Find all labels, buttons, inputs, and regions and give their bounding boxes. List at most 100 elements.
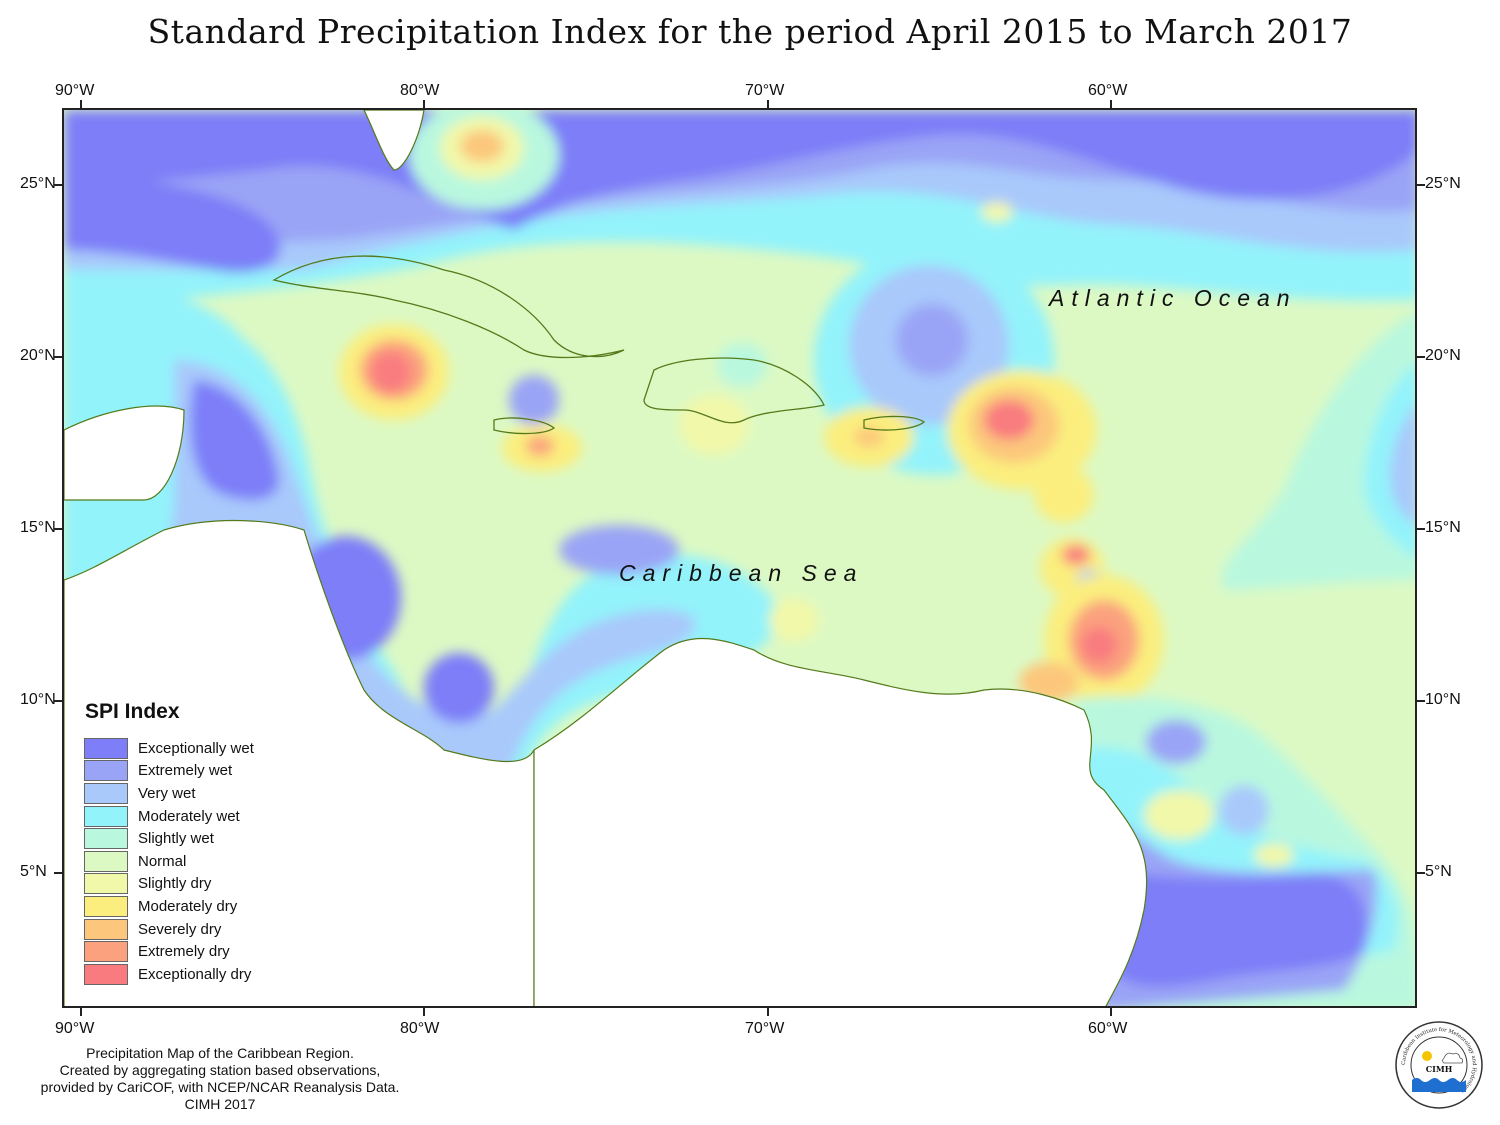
legend-item: Severely dry	[84, 918, 254, 941]
water-waves-icon	[1412, 1078, 1466, 1092]
legend-swatch	[84, 828, 128, 850]
lon-label-bottom: 70°W	[745, 1020, 785, 1037]
legend-label: Slightly dry	[138, 875, 212, 893]
spi-region	[1219, 785, 1269, 835]
lon-label-top: 70°W	[745, 82, 785, 99]
legend-title: SPI Index	[85, 700, 180, 723]
atlantic-ocean-label: Atlantic Ocean	[1049, 285, 1297, 311]
spi-region	[1390, 405, 1415, 525]
spi-region	[1019, 662, 1079, 702]
legend-swatch	[84, 782, 128, 804]
spi-region	[854, 427, 884, 447]
legend-label: Slightly wet	[138, 830, 214, 848]
spi-region	[559, 525, 679, 575]
lat-label-left: 25°N	[20, 175, 56, 192]
spi-region	[769, 598, 819, 642]
legend-swatch	[84, 941, 128, 963]
tick-mark	[423, 100, 425, 108]
tick-mark	[767, 100, 769, 108]
spi-region	[460, 130, 504, 162]
tick-mark	[1417, 184, 1425, 186]
tick-mark	[54, 700, 62, 702]
lon-label-top: 60°W	[1088, 82, 1128, 99]
tick-mark	[80, 1008, 82, 1016]
tick-mark	[1417, 528, 1425, 530]
spi-region	[1144, 790, 1214, 840]
legend-item: Exceptionally wet	[84, 737, 254, 760]
legend-label: Exceptionally wet	[138, 739, 254, 757]
legend-swatch	[84, 895, 128, 917]
legend-item: Exceptionally dry	[84, 963, 254, 986]
legend-swatch	[84, 760, 128, 782]
lat-label-left: 10°N	[20, 691, 56, 708]
spi-region	[1222, 312, 1415, 590]
spi-map-canvas	[64, 110, 1415, 1006]
map-title: Standard Precipitation Index for the per…	[147, 12, 1353, 51]
lon-label-bottom: 90°W	[55, 1020, 95, 1037]
credit-line: CIMH 2017	[184, 1096, 256, 1112]
land-central-america	[64, 519, 535, 1006]
lat-label-left: 5°N	[20, 863, 47, 880]
spi-region	[526, 436, 554, 456]
lon-label-bottom: 80°W	[400, 1020, 440, 1037]
tick-mark	[423, 1008, 425, 1016]
legend-label: Extremely dry	[138, 943, 230, 961]
credit-line: Created by aggregating station based obs…	[59, 1062, 381, 1078]
spi-region	[1146, 720, 1206, 764]
spi-region	[717, 343, 767, 387]
hispaniola-outline	[643, 357, 825, 424]
legend-swatch	[84, 918, 128, 940]
legend-swatch	[84, 850, 128, 872]
lat-label-right: 10°N	[1425, 691, 1461, 708]
puerto-rico-outline	[863, 415, 926, 431]
legend-swatch	[84, 805, 128, 827]
land-yucatan	[64, 405, 185, 501]
credit-line: provided by CariCOF, with NCEP/NCAR Rean…	[40, 1079, 400, 1095]
legend-item: Slightly dry	[84, 873, 254, 896]
lat-label-right: 25°N	[1425, 175, 1461, 192]
legend-item: Normal	[84, 850, 254, 873]
lat-label-right: 5°N	[1425, 863, 1452, 880]
legend-item: Slightly wet	[84, 827, 254, 850]
legend-label: Exceptionally dry	[138, 965, 252, 983]
legend-item: Very wet	[84, 782, 254, 805]
island-outlines	[272, 255, 926, 435]
legend-item: Extremely dry	[84, 940, 254, 963]
legend: Exceptionally wet Extremely wet Very wet…	[84, 737, 254, 986]
legend-label: Moderately dry	[138, 897, 238, 915]
tick-mark	[1110, 100, 1112, 108]
spi-region	[896, 304, 968, 376]
legend-swatch	[84, 873, 128, 895]
spi-region	[64, 170, 281, 273]
lon-label-top: 80°W	[400, 82, 440, 99]
tick-mark	[54, 356, 62, 358]
spi-region	[371, 352, 411, 392]
spi-region	[981, 202, 1013, 222]
logo-text: CIMH	[1426, 1064, 1453, 1074]
spi-region	[1062, 545, 1090, 565]
tick-mark	[1110, 1008, 1112, 1016]
lon-label-top: 90°W	[55, 82, 95, 99]
spi-region	[1081, 627, 1117, 663]
tick-mark	[54, 528, 62, 530]
jamaica-outline	[493, 417, 556, 435]
legend-label: Severely dry	[138, 920, 222, 938]
legend-item: Moderately wet	[84, 805, 254, 828]
legend-item: Moderately dry	[84, 895, 254, 918]
legend-label: Very wet	[138, 784, 196, 802]
tick-mark	[54, 872, 62, 874]
cimh-logo-icon: Caribbean Institute for Meteorology and …	[1395, 1021, 1483, 1109]
land-south-america	[533, 637, 1148, 1006]
spi-region	[679, 395, 749, 455]
lon-label-bottom: 60°W	[1088, 1020, 1128, 1037]
sun-icon	[1422, 1051, 1432, 1061]
legend-swatch	[84, 737, 128, 759]
spi-region	[1254, 843, 1294, 867]
spi-map: Atlantic Ocean Caribbean Sea	[62, 108, 1417, 1008]
spi-region	[984, 400, 1034, 440]
tick-mark	[1417, 872, 1425, 874]
cuba-outline	[272, 255, 625, 359]
lat-label-left: 20°N	[20, 347, 56, 364]
legend-label: Moderately wet	[138, 807, 240, 825]
lat-label-left: 15°N	[20, 519, 56, 536]
